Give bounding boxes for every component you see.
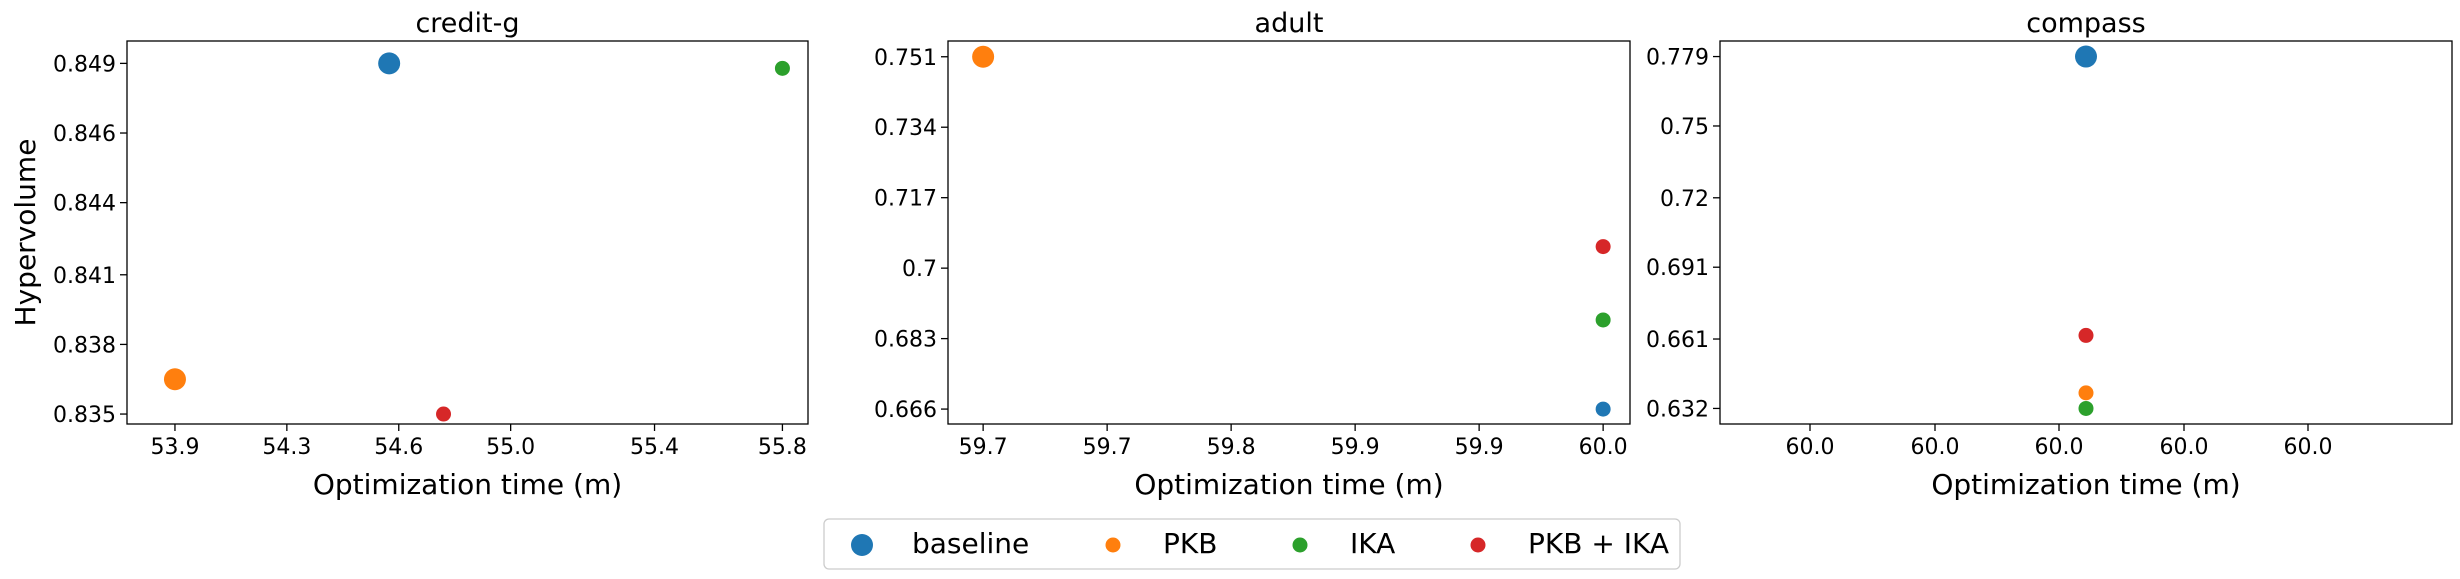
y-axis-label: Hypervolume	[9, 139, 42, 327]
chart-title: adult	[1255, 8, 1324, 39]
x-tick-label: 59.7	[959, 435, 1008, 460]
y-tick-label: 0.683	[874, 328, 937, 353]
y-tick-label: 0.72	[1660, 187, 1709, 212]
point-baseline	[378, 52, 401, 75]
x-tick-label: 60.0	[2284, 435, 2333, 460]
panel-adult: adult 0.666 0.683 0.7 0.717 0.734 0.751 59.7 59.…	[874, 8, 1631, 501]
point-pkb-ika	[1595, 239, 1611, 255]
x-tick-label: 55.0	[486, 435, 535, 460]
point-pkb	[163, 368, 186, 391]
legend-box	[823, 518, 1681, 570]
y-tick-label: 0.844	[53, 192, 116, 217]
x-tick-label: 60.0	[1911, 435, 1960, 460]
x-tick-label: 59.7	[1083, 435, 1132, 460]
legend-label: PKB + IKA	[1528, 527, 1669, 560]
point-pkb	[972, 45, 995, 68]
legend-marker-ika	[1292, 537, 1308, 553]
legend-label: IKA	[1350, 527, 1395, 560]
legend-marker-baseline	[851, 534, 873, 556]
chart-title: compass	[2026, 8, 2145, 39]
panel-compass: compass 0.632 0.661 0.691 0.72 0.75 0.779 60.0 6…	[1646, 8, 2453, 501]
x-tick-label: 60.0	[1579, 435, 1628, 460]
y-tick-label: 0.666	[874, 398, 937, 423]
y-tick-label: 0.691	[1646, 256, 1709, 281]
x-tick-label: 60.0	[2035, 435, 2084, 460]
x-axis-label: Optimization time (m)	[313, 468, 622, 501]
x-tick-label: 55.8	[758, 435, 807, 460]
x-tick-label: 59.9	[1455, 435, 1504, 460]
point-ika	[2078, 400, 2094, 416]
point-ika	[774, 60, 790, 76]
legend-label: PKB	[1163, 527, 1217, 560]
y-tick-label: 0.841	[53, 264, 116, 289]
point-pkb-ika	[2078, 327, 2094, 343]
axes-frame	[1719, 40, 2453, 425]
legend-marker-pkb-ika	[1470, 537, 1486, 553]
y-tick-label: 0.632	[1646, 397, 1709, 422]
y-tick-label: 0.779	[1646, 46, 1709, 71]
x-tick-label: 59.8	[1207, 435, 1256, 460]
chart-title: credit-g	[415, 8, 519, 39]
y-tick-label: 0.734	[874, 116, 937, 141]
x-axis-label: Optimization time (m)	[1134, 468, 1443, 501]
legend-marker-pkb	[1105, 537, 1121, 553]
axes-frame	[947, 40, 1631, 425]
x-tick-label: 55.4	[630, 435, 679, 460]
x-tick-label: 60.0	[1786, 435, 1835, 460]
legend: baseline PKB IKA PKB + IKA	[823, 518, 1681, 570]
y-tick-label: 0.661	[1646, 328, 1709, 353]
legend-label: baseline	[912, 527, 1029, 560]
point-pkb	[2078, 385, 2094, 401]
y-tick-label: 0.751	[874, 46, 937, 71]
x-tick-label: 54.6	[374, 435, 423, 460]
y-tick-label: 0.838	[53, 333, 116, 358]
point-baseline	[1595, 401, 1611, 417]
y-tick-label: 0.75	[1660, 115, 1709, 140]
point-pkb-ika	[436, 406, 452, 422]
x-tick-label: 53.9	[150, 435, 199, 460]
y-tick-label: 0.835	[53, 403, 116, 428]
x-tick-label: 54.3	[262, 435, 311, 460]
point-ika	[1595, 312, 1611, 328]
panel-credit-g: credit-g 0.835 0.838 0.841 0.844 0.846 0.849 53…	[9, 8, 809, 501]
x-axis-label: Optimization time (m)	[1931, 468, 2240, 501]
y-tick-label: 0.849	[53, 52, 116, 77]
y-tick-label: 0.846	[53, 122, 116, 147]
axes-frame	[126, 40, 809, 425]
y-tick-label: 0.717	[874, 187, 937, 212]
x-tick-label: 59.9	[1331, 435, 1380, 460]
point-baseline	[2075, 45, 2097, 68]
y-tick-label: 0.7	[902, 257, 937, 282]
x-tick-label: 60.0	[2160, 435, 2209, 460]
